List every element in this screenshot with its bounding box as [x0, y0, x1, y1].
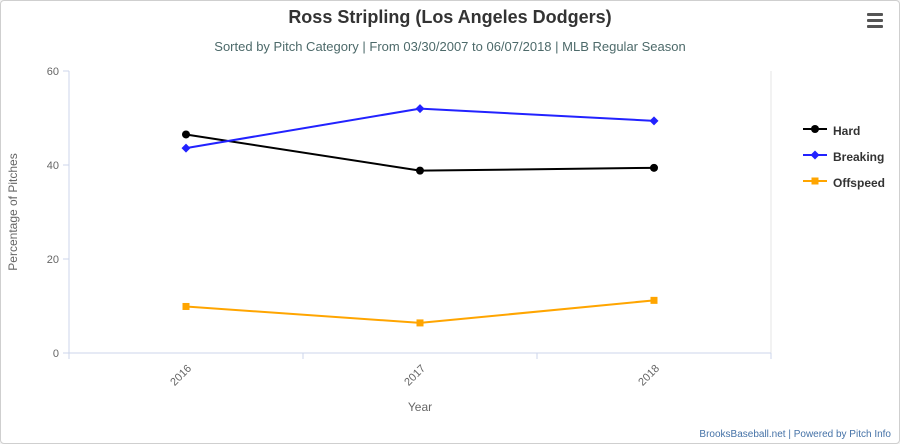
- svg-text:60: 60: [47, 66, 59, 78]
- chart-subtitle: Sorted by Pitch Category | From 03/30/20…: [214, 39, 686, 54]
- legend-label: Offspeed: [832, 176, 885, 190]
- chart-title: Ross Stripling (Los Angeles Dodgers): [288, 7, 612, 27]
- legend-item-offspeed[interactable]: Offspeed: [802, 174, 885, 192]
- svg-text:20: 20: [47, 254, 59, 266]
- svg-text:2018: 2018: [636, 363, 662, 389]
- hamburger-icon: [867, 24, 883, 28]
- svg-text:Year: Year: [408, 400, 432, 414]
- legend-marker-diamond-icon: [802, 148, 828, 166]
- chart-export-menu-button[interactable]: [863, 9, 887, 31]
- credits-link[interactable]: BrooksBaseball.net | Powered by Pitch In…: [699, 429, 891, 440]
- legend-label: Breaking: [832, 150, 885, 164]
- legend-item-breaking[interactable]: Breaking: [802, 148, 885, 166]
- legend-label: Hard: [832, 124, 861, 138]
- legend-marker-circle-icon: [802, 122, 828, 140]
- svg-text:0: 0: [53, 348, 59, 360]
- svg-text:2016: 2016: [168, 363, 194, 389]
- svg-text:Percentage of Pitches: Percentage of Pitches: [6, 153, 20, 270]
- hamburger-icon: [867, 18, 883, 22]
- svg-text:40: 40: [47, 160, 59, 172]
- legend-marker-square-icon: [802, 174, 828, 192]
- chart-legend: Hard Breaking Offspeed: [802, 122, 885, 192]
- hamburger-icon: [867, 12, 883, 16]
- svg-text:2017: 2017: [402, 363, 428, 389]
- legend-item-hard[interactable]: Hard: [802, 122, 885, 140]
